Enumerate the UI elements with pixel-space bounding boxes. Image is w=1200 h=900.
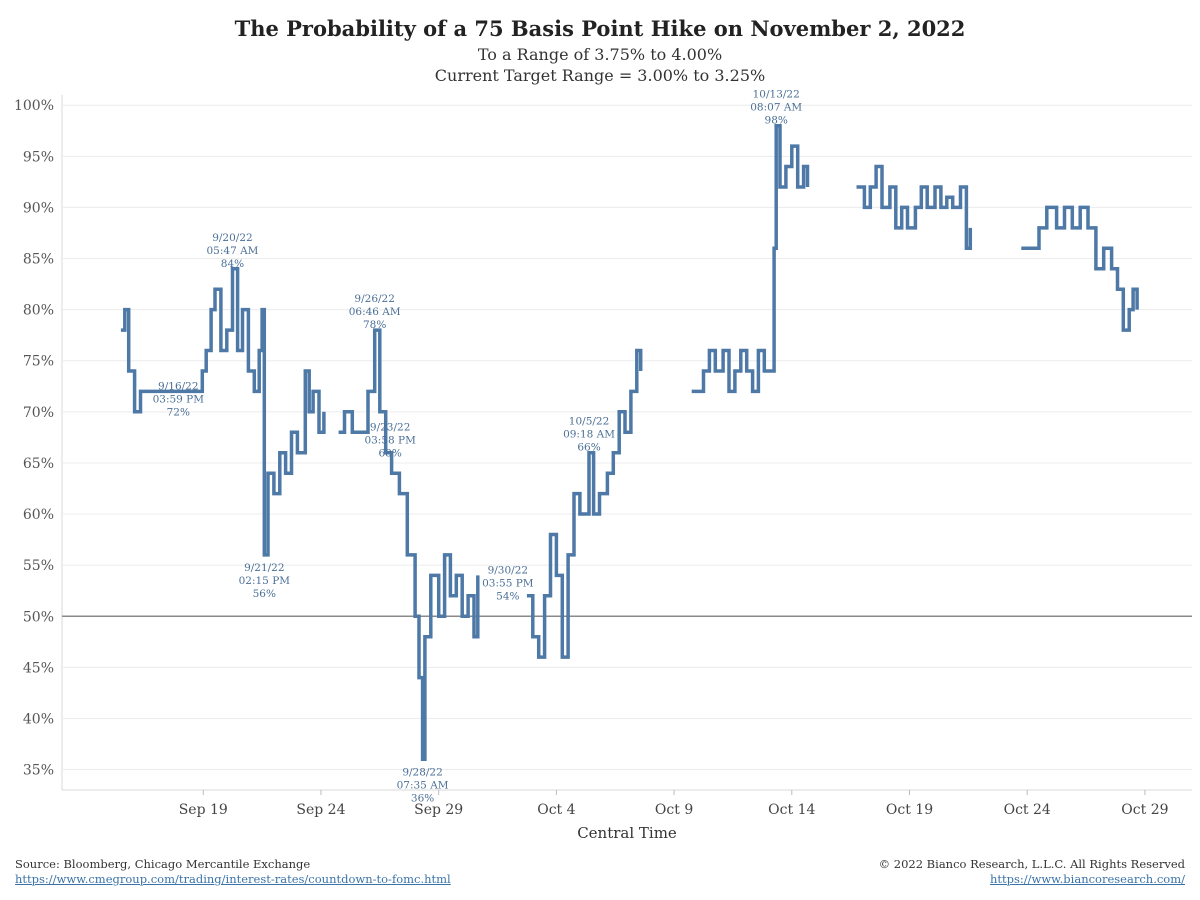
annotation-text: 09:18 AM xyxy=(563,429,615,441)
y-tick-label: 35% xyxy=(23,763,54,779)
series-segment-3 xyxy=(526,348,643,659)
y-tick-label: 70% xyxy=(23,405,54,421)
footer-copyright: © 2022 Bianco Research, L.L.C. All Right… xyxy=(879,857,1185,887)
annotation-text: 9/28/22 xyxy=(402,766,442,778)
chart-header: The Probability of a 75 Basis Point Hike… xyxy=(0,14,1200,86)
annotation-text: 78% xyxy=(363,319,386,331)
series-lines xyxy=(120,123,1139,762)
chart-title: The Probability of a 75 Basis Point Hike… xyxy=(234,16,966,41)
annotation-text: 07:35 AM xyxy=(397,779,449,791)
y-tick-label: 50% xyxy=(23,609,54,625)
annotation-text: 08:07 AM xyxy=(750,102,802,114)
x-tick-label: Oct 29 xyxy=(1121,802,1168,818)
series-segment-5 xyxy=(856,164,973,251)
y-tick-label: 100% xyxy=(14,98,54,114)
annotation-text: 9/23/22 xyxy=(370,421,410,433)
annotation-text: 9/30/22 xyxy=(488,564,528,576)
series-segment-2 xyxy=(338,328,480,762)
copyright-text: © 2022 Bianco Research, L.L.C. All Right… xyxy=(878,857,1185,871)
annotation-text: 03:58 PM xyxy=(364,434,416,446)
footer-source: Source: Bloomberg, Chicago Mercantile Ex… xyxy=(15,857,451,887)
x-tick-label: Oct 14 xyxy=(768,802,815,818)
annotation-text: 84% xyxy=(221,258,244,270)
annotation-text: 56% xyxy=(253,588,276,600)
series-segment-6 xyxy=(1021,205,1139,332)
x-tick-label: Oct 24 xyxy=(1004,802,1051,818)
x-tick-label: Oct 4 xyxy=(537,802,575,818)
annotation-text: 06:46 AM xyxy=(349,306,401,318)
chart-subtitle-target-range: Current Target Range = 3.00% to 3.25% xyxy=(434,66,766,85)
annotation-text: 9/16/22 xyxy=(158,380,198,392)
y-tick-label: 85% xyxy=(23,252,54,268)
annotation-text: 66% xyxy=(577,442,600,454)
annotation-text: 9/20/22 xyxy=(212,232,252,244)
y-tick-label: 60% xyxy=(23,507,54,523)
series-segment-1 xyxy=(120,267,326,557)
y-tick-label: 90% xyxy=(23,200,54,216)
source-link[interactable]: https://www.cmegroup.com/trading/interes… xyxy=(15,872,451,886)
y-axis: 100% 95% 90% 85% 80% 75% 70% 65% 60% 55% 50% 45% 40%… xyxy=(14,98,54,778)
x-tick-label: Sep 24 xyxy=(296,802,345,818)
annotation-text: 05:47 AM xyxy=(206,245,258,257)
x-tick-label: Oct 19 xyxy=(886,802,933,818)
annotation-text: 36% xyxy=(411,792,434,804)
annotation-text: 03:55 PM xyxy=(482,577,534,589)
x-tick-label: Sep 29 xyxy=(414,802,463,818)
site-link[interactable]: https://www.biancoresearch.com/ xyxy=(989,872,1185,886)
annotation-text: 54% xyxy=(496,590,519,602)
x-tick-label: Sep 19 xyxy=(179,802,228,818)
annotation-text: 03:59 PM xyxy=(153,393,205,405)
annotation-text: 9/21/22 xyxy=(244,562,284,574)
annotation-text: 68% xyxy=(378,447,401,459)
y-tick-label: 95% xyxy=(23,149,54,165)
x-axis-label: Central Time xyxy=(577,824,677,842)
y-tick-label: 45% xyxy=(23,660,54,676)
y-tick-label: 80% xyxy=(23,303,54,319)
source-text: Source: Bloomberg, Chicago Mercantile Ex… xyxy=(15,857,311,871)
annotation-text: 9/26/22 xyxy=(354,293,394,305)
annotation-text: 72% xyxy=(167,406,190,418)
annotation-text: 02:15 PM xyxy=(239,575,291,587)
x-tick-label: Oct 9 xyxy=(655,802,693,818)
gridlines xyxy=(61,95,1192,791)
series-segment-4 xyxy=(691,123,810,394)
x-axis: Sep 19 Sep 24 Sep 29 Oct 4 Oct 9 Oct 14 Oct 19… xyxy=(179,790,1169,818)
annotation-text: 98% xyxy=(765,115,788,127)
annotation-text: 10/5/22 xyxy=(569,416,609,428)
annotation-text: 10/13/22 xyxy=(753,89,800,101)
y-tick-label: 65% xyxy=(23,456,54,472)
y-tick-label: 55% xyxy=(23,558,54,574)
y-tick-label: 40% xyxy=(23,711,54,727)
y-tick-label: 75% xyxy=(23,354,54,370)
chart-subtitle: To a Range of 3.75% to 4.00% xyxy=(477,45,723,64)
